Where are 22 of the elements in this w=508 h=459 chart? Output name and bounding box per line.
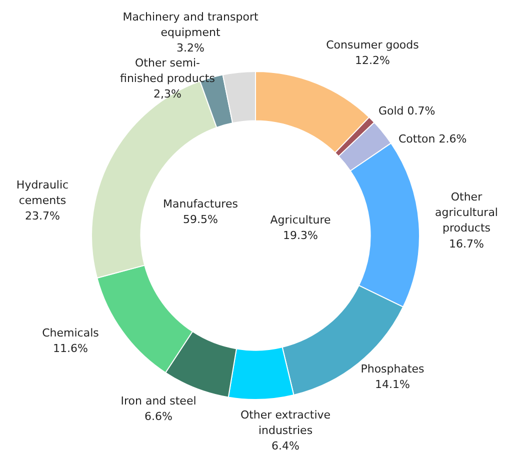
slice-label: Cotton 2.6% [398,132,467,146]
slice-label: Gold 0.7% [378,104,436,118]
data-label: 2,3% [154,88,182,101]
slice-label: Machinery and transport equipment [122,10,259,40]
slice-label: Iron and steel [120,394,196,408]
data-label: 23.7% [25,210,60,223]
slice-label: Chemicals [42,326,100,340]
data-label: 3.2% [176,42,204,55]
data-label: 12.2% [355,54,390,68]
data-label: 16.7% [449,237,484,250]
slice-label: Other extractive industries [240,408,331,438]
text: Agriculture 19.3% [270,214,331,242]
slice-label: Phosphates [360,362,425,376]
data-label: 6.4% [272,440,300,453]
slice-label: Other agricultural products [435,190,498,235]
text: Manufactures 59.5% [163,198,238,226]
slice-label: Consumer goods [326,38,420,52]
data-label: 14.1% [375,378,410,392]
data-label: 6.6% [144,410,172,424]
slice-label: Hydraulic cements [16,178,69,208]
data-label: 11.6% [53,342,88,356]
slice-label: Other semi- finished products [120,56,216,86]
